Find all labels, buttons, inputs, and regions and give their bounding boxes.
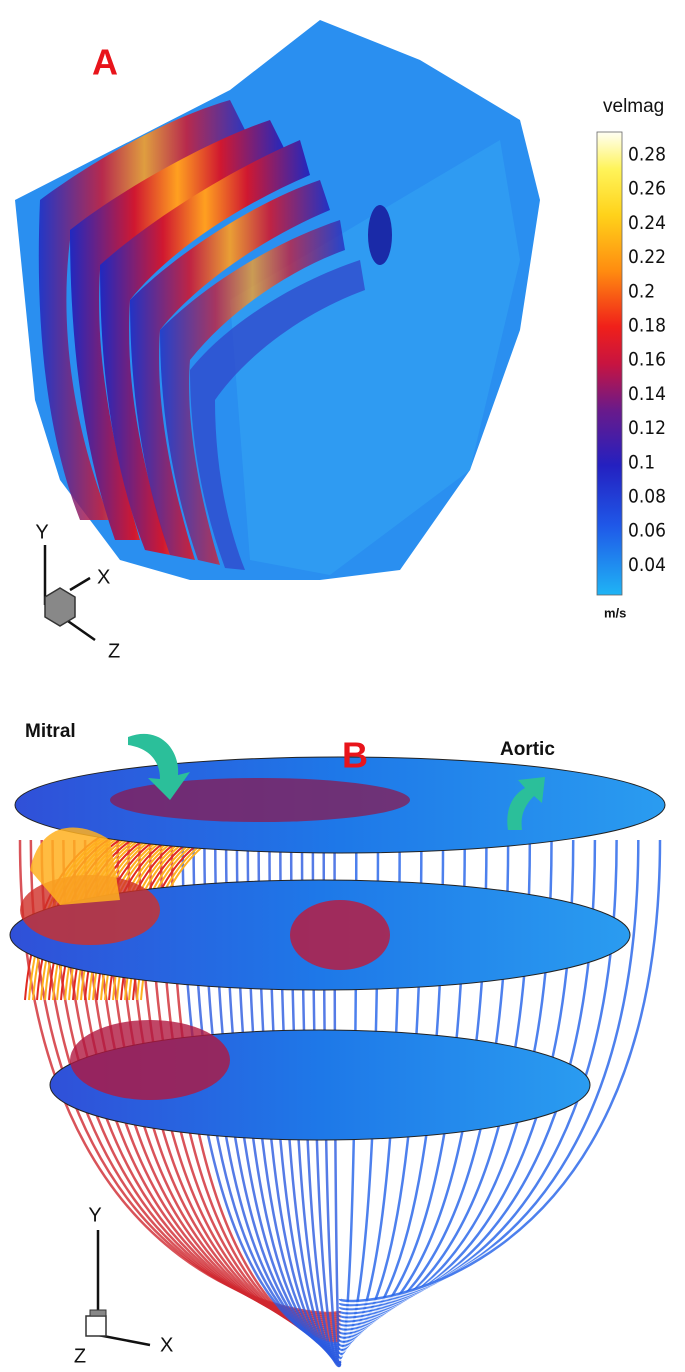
colorbar: velmag 0.28 0.26 0.24 0.22 0.2 0.18 0.16 0.14 0.… <box>597 96 666 620</box>
colorbar-tick-label: 0.12 <box>628 417 666 439</box>
axis-label: Y <box>88 1204 101 1226</box>
panel-b-slices <box>10 757 665 1140</box>
colorbar-tick-label: 0.08 <box>628 486 666 508</box>
axis-label: Y <box>35 521 48 543</box>
colorbar-tick-label: 0.06 <box>628 520 666 542</box>
colorbar-tick-label: 0.22 <box>628 246 666 268</box>
colorbar-tick-label: 0.18 <box>628 315 666 337</box>
axis-label: X <box>160 1334 173 1356</box>
colorbar-tick-label: 0.14 <box>628 383 666 405</box>
axis-label: Z <box>108 640 120 662</box>
colorbar-title: velmag <box>603 96 664 117</box>
colorbar-tick-label: 0.28 <box>628 144 666 166</box>
figure: A velmag 0.28 0.26 0.24 0.22 0.2 0.18 0.16 0.14… <box>0 0 685 1372</box>
axis-triad-b <box>86 1230 150 1345</box>
colorbar-tick-label: 0.1 <box>628 451 655 473</box>
panel-a-volume <box>15 20 540 580</box>
valve-label: Aortic <box>500 739 555 760</box>
colorbar-tick-label: 0.04 <box>628 554 666 576</box>
colorbar-tick-label: 0.26 <box>628 178 666 200</box>
valve-label: Mitral <box>25 721 76 742</box>
colorbar-gradient <box>597 132 622 595</box>
colorbar-unit: m/s <box>604 605 626 620</box>
colorbar-tick-label: 0.16 <box>628 349 666 371</box>
axis-label: Z <box>74 1345 86 1367</box>
axis-triad-a <box>45 545 95 640</box>
axis-label: X <box>97 566 110 588</box>
panel-label: B <box>342 735 368 776</box>
panel-label: A <box>92 42 118 83</box>
colorbar-tick-label: 0.24 <box>628 212 666 234</box>
colorbar-tick-label: 0.2 <box>628 280 655 302</box>
